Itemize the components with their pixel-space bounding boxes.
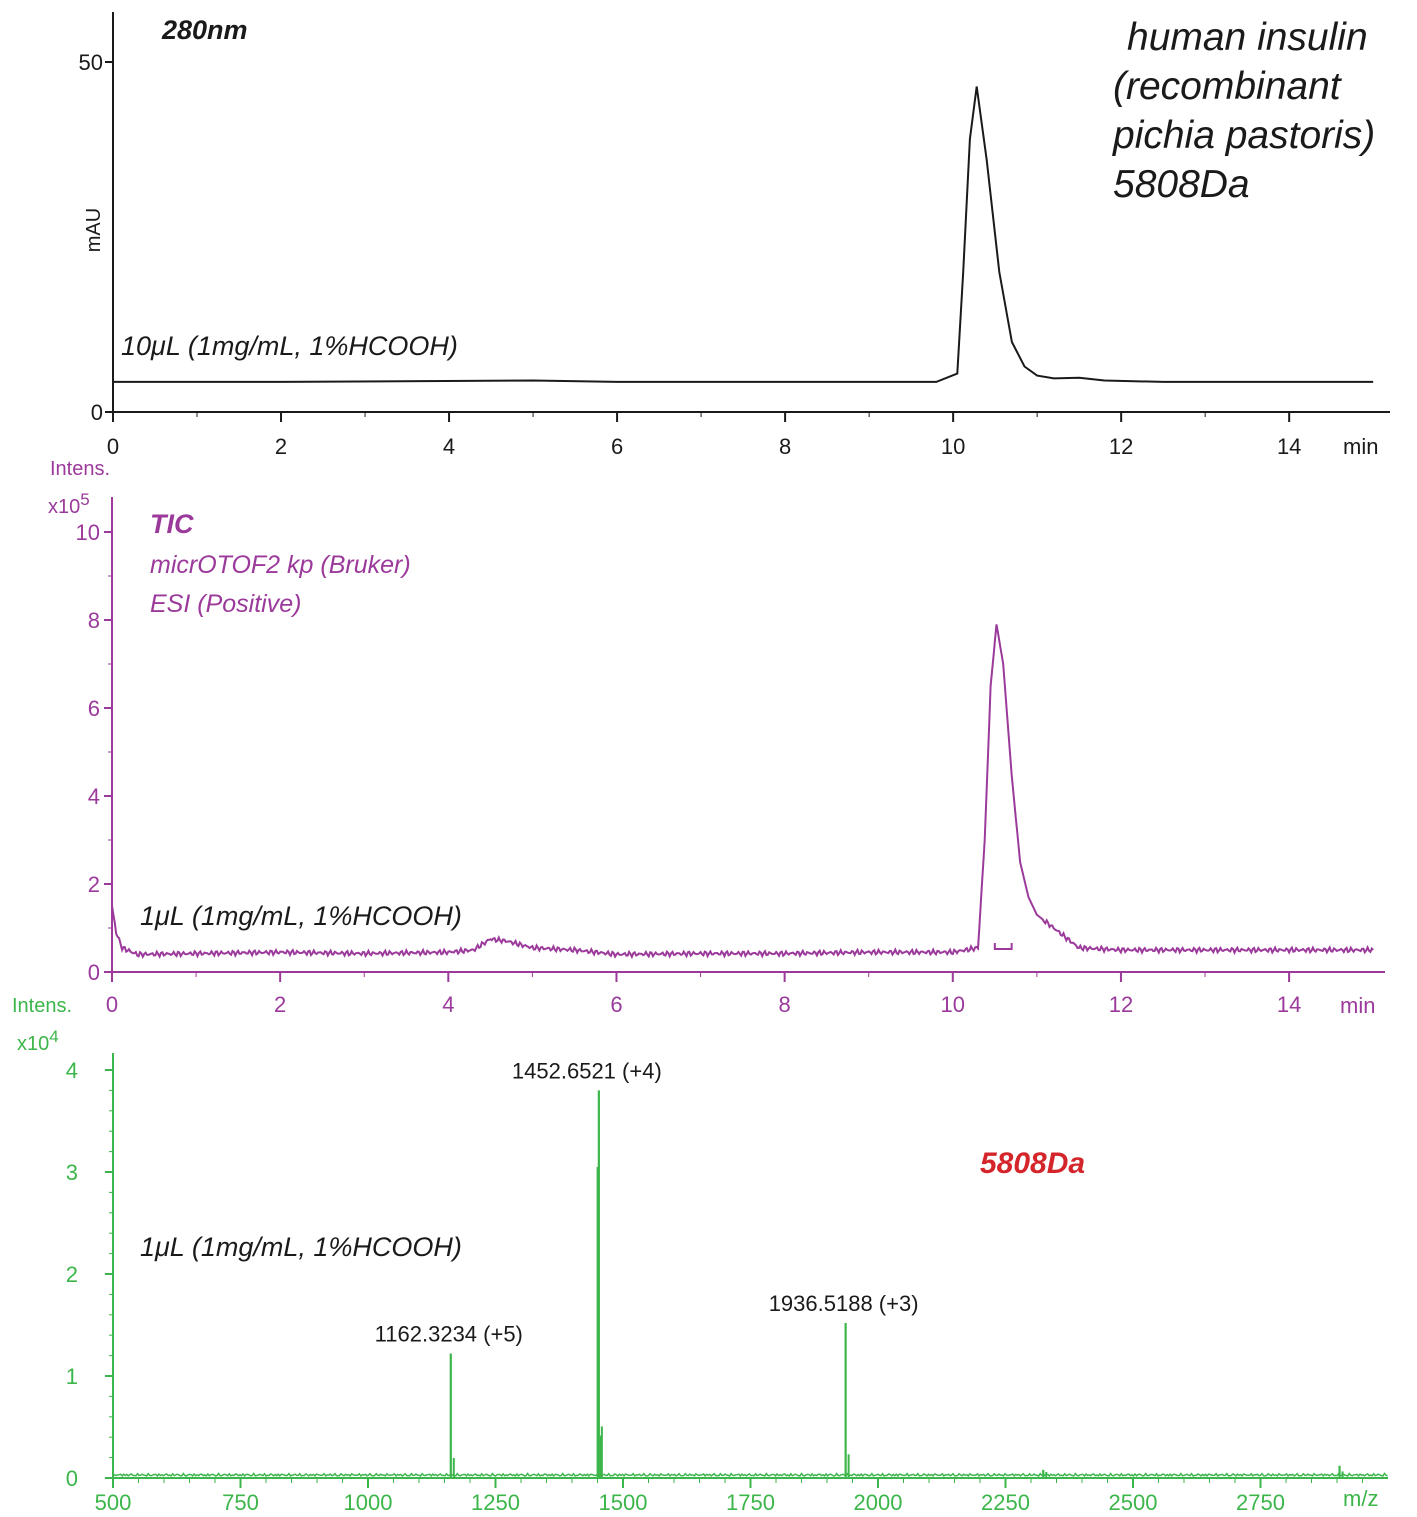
sample-title-line-2: (recombinant <box>1113 65 1343 108</box>
tic-trace <box>111 624 1374 960</box>
tic-panel: Intens. x105 TIC micrOTOF2 kp (Bruker) E… <box>48 458 1385 1018</box>
ms-x-tick-label: 1000 <box>344 1490 393 1515</box>
ionization-label: ESI (Positive) <box>150 590 301 618</box>
uv-x-tick-label: 2 <box>275 434 287 459</box>
ms-x-tick-label: 500 <box>95 1490 132 1515</box>
ms-peak-label: 1162.3234 (+5) <box>375 1322 523 1347</box>
uv-wavelength-label: 280nm <box>161 15 248 45</box>
uv-trace <box>113 86 1374 383</box>
tic-y-tick-label: 0 <box>88 960 100 985</box>
ms-panel: Intens. x104 5808Da 1μL (1mg/mL, 1%HCOOH… <box>12 995 1388 1515</box>
tic-x-tick-label: 6 <box>610 992 622 1017</box>
ms-y-tick-label: 2 <box>66 1262 78 1287</box>
tic-y-axis-label: Intens. <box>50 458 110 480</box>
tic-injection-annotation: 1μL (1mg/mL, 1%HCOOH) <box>140 901 462 931</box>
uv-axes: 0 2 4 6 8 10 12 14 0 50 <box>79 12 1390 459</box>
instrument-label: micrOTOF2 kp (Bruker) <box>150 551 411 579</box>
tic-y-scale-exponent: 5 <box>80 490 89 509</box>
tic-x-tick-label: 12 <box>1109 992 1133 1017</box>
ms-peak-label: 1452.6521 (+4) <box>512 1058 662 1083</box>
sample-title-line-1: human insulin <box>1127 16 1368 59</box>
tic-y-tick-label: 6 <box>88 696 100 721</box>
ms-peak-labels: 1162.3234 (+5) 1452.6521 (+4) 1936.5188 (+… <box>375 1058 919 1346</box>
tic-x-tick-label: 14 <box>1277 992 1301 1017</box>
ms-x-tick-label: 2000 <box>854 1490 903 1515</box>
uv-x-tick-label: 6 <box>611 434 623 459</box>
ms-y-scale-label: x104 <box>17 1027 59 1055</box>
ms-x-tick-label: 2750 <box>1236 1490 1285 1515</box>
uv-y-axis-label: mAU <box>83 208 105 252</box>
ms-y-tick-label: 1 <box>66 1364 78 1389</box>
uv-panel: 280nm mAU 10μL (1mg/mL, 1%HCOOH) min 0 2 4… <box>79 12 1390 459</box>
tic-x-axis-unit: min <box>1340 993 1375 1018</box>
ms-baseline <box>112 1471 1388 1478</box>
ms-y-axis-label: Intens. <box>12 995 72 1017</box>
uv-injection-annotation: 10μL (1mg/mL, 1%HCOOH) <box>121 331 458 361</box>
tic-y-tick-label: 4 <box>88 784 100 809</box>
ms-peaks <box>112 1090 1388 1478</box>
sample-title-line-3: pichia pastoris) <box>1112 114 1375 157</box>
sample-title-line-4: 5808Da <box>1113 163 1250 206</box>
uv-x-tick-label: 8 <box>779 434 791 459</box>
tic-x-tick-label: 2 <box>274 992 286 1017</box>
ms-x-tick-label: 1750 <box>726 1490 775 1515</box>
ms-x-tick-label: 1250 <box>471 1490 520 1515</box>
uv-y-tick-label: 0 <box>91 400 103 425</box>
ms-injection-annotation: 1μL (1mg/mL, 1%HCOOH) <box>140 1232 462 1262</box>
ms-mass-label: 5808Da <box>980 1147 1085 1180</box>
ms-axes: 500 750 1000 1250 1500 1750 2000 2250 2500 2750 0 1… <box>66 1053 1388 1515</box>
tic-y-tick-label: 10 <box>76 520 100 545</box>
uv-x-tick-label: 14 <box>1277 434 1301 459</box>
uv-x-tick-label: 10 <box>941 434 965 459</box>
ms-x-tick-label: 2500 <box>1109 1490 1158 1515</box>
tic-label: TIC <box>150 509 194 539</box>
ms-x-tick-label: 750 <box>222 1490 259 1515</box>
sample-title-block: human insulin (recombinant pichia pastor… <box>1112 16 1375 206</box>
tic-x-tick-label: 0 <box>106 992 118 1017</box>
uv-y-tick-label: 50 <box>79 50 103 75</box>
ms-peak-label: 1936.5188 (+3) <box>769 1291 919 1316</box>
uv-x-tick-label: 4 <box>443 434 455 459</box>
ms-x-tick-label: 1500 <box>599 1490 648 1515</box>
tic-x-tick-label: 4 <box>442 992 454 1017</box>
ms-y-scale-base: x10 <box>17 1033 49 1055</box>
tic-y-tick-label: 2 <box>88 872 100 897</box>
ms-y-scale-exponent: 4 <box>49 1027 58 1046</box>
tic-y-scale-base: x10 <box>48 496 80 518</box>
uv-x-tick-label: 12 <box>1109 434 1133 459</box>
ms-x-tick-label: 2250 <box>981 1490 1030 1515</box>
tic-y-tick-label: 8 <box>88 608 100 633</box>
tic-integration-range-marker <box>993 943 1013 950</box>
tic-x-tick-label: 10 <box>941 992 965 1017</box>
tic-y-scale-label: x105 <box>48 490 90 518</box>
ms-y-tick-label: 3 <box>66 1160 78 1185</box>
ms-y-tick-label: 0 <box>66 1466 78 1491</box>
tic-axes: 0 2 4 6 8 10 12 14 0 2 4 6 8 10 <box>76 497 1385 1017</box>
ms-y-tick-label: 4 <box>66 1058 78 1083</box>
uv-x-axis-unit: min <box>1343 434 1378 459</box>
ms-x-axis-unit: m/z <box>1343 1486 1378 1511</box>
tic-x-tick-label: 8 <box>779 992 791 1017</box>
uv-x-tick-label: 0 <box>107 434 119 459</box>
